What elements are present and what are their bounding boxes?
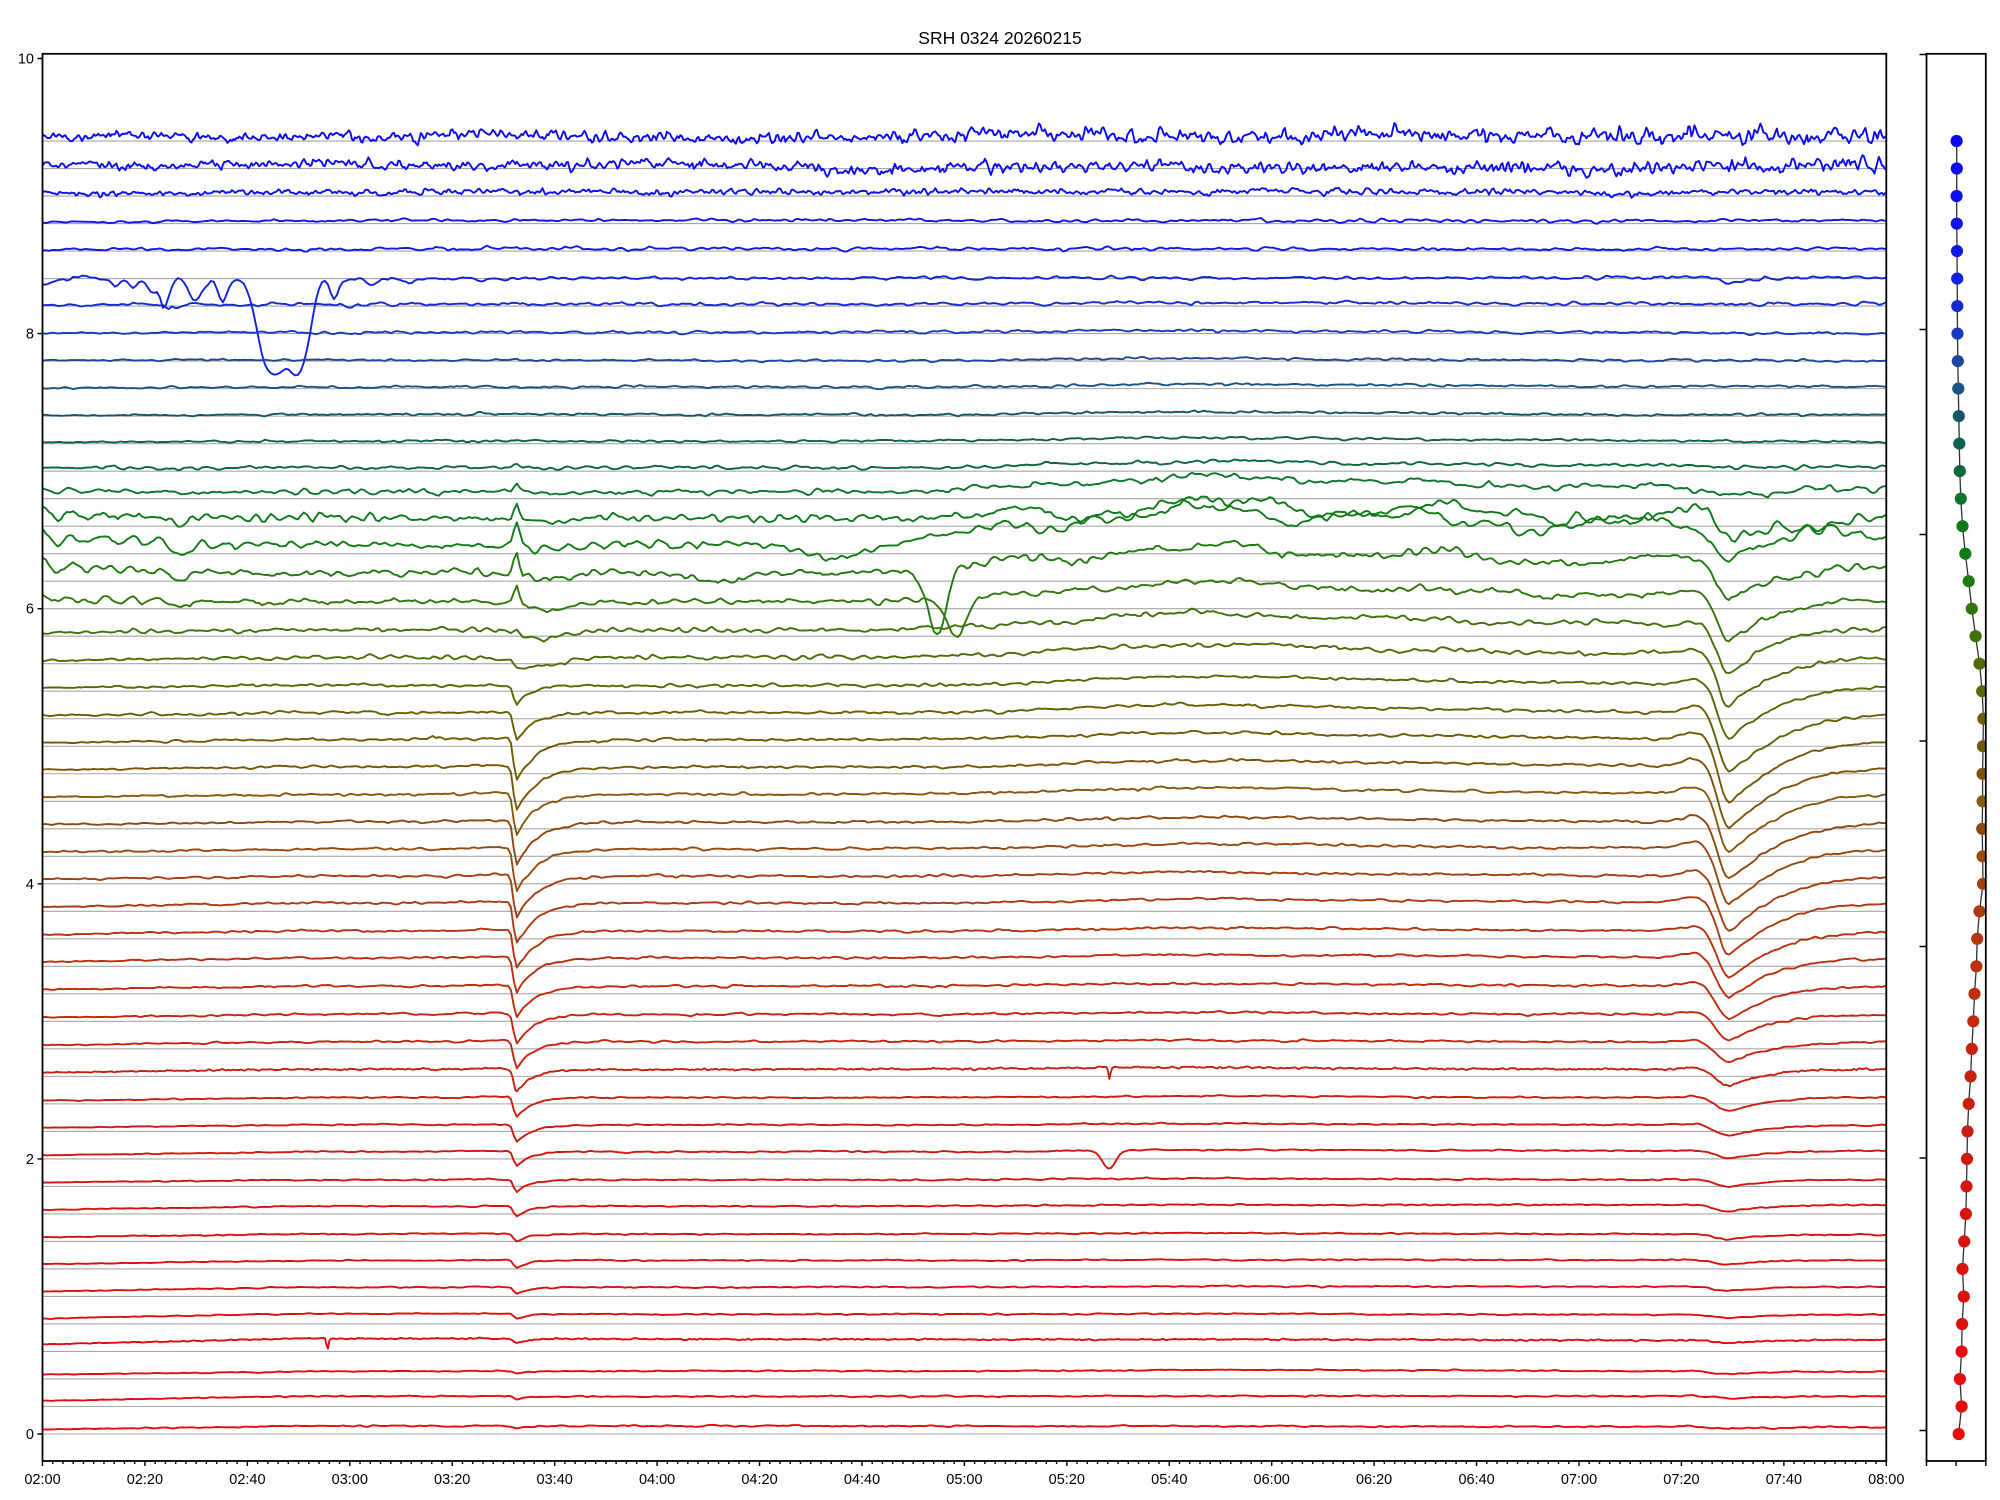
svg-text:03:20: 03:20 xyxy=(434,1472,470,1488)
svg-text:02:20: 02:20 xyxy=(127,1472,163,1488)
svg-text:06:20: 06:20 xyxy=(1356,1472,1392,1488)
svg-text:03:00: 03:00 xyxy=(332,1472,368,1488)
svg-text:05:00: 05:00 xyxy=(946,1472,982,1488)
svg-text:03:40: 03:40 xyxy=(537,1472,573,1488)
svg-text:06:00: 06:00 xyxy=(1254,1472,1290,1488)
svg-text:07:20: 07:20 xyxy=(1663,1472,1699,1488)
svg-text:4: 4 xyxy=(26,877,34,893)
svg-text:06:40: 06:40 xyxy=(1458,1472,1494,1488)
svg-text:SRH 0324 20260215: SRH 0324 20260215 xyxy=(918,28,1081,48)
svg-text:0: 0 xyxy=(26,1427,34,1443)
svg-text:8: 8 xyxy=(26,327,34,343)
svg-text:07:40: 07:40 xyxy=(1766,1472,1802,1488)
svg-text:07:00: 07:00 xyxy=(1561,1472,1597,1488)
svg-text:04:40: 04:40 xyxy=(844,1472,880,1488)
svg-text:10: 10 xyxy=(18,52,34,68)
svg-text:05:40: 05:40 xyxy=(1151,1472,1187,1488)
svg-text:6: 6 xyxy=(26,602,34,618)
svg-text:2: 2 xyxy=(26,1152,34,1168)
svg-text:02:40: 02:40 xyxy=(229,1472,265,1488)
svg-text:08:00: 08:00 xyxy=(1868,1472,1904,1488)
svg-text:05:20: 05:20 xyxy=(1049,1472,1085,1488)
svg-text:04:00: 04:00 xyxy=(639,1472,675,1488)
svg-text:02:00: 02:00 xyxy=(24,1472,60,1488)
svg-text:04:20: 04:20 xyxy=(741,1472,777,1488)
